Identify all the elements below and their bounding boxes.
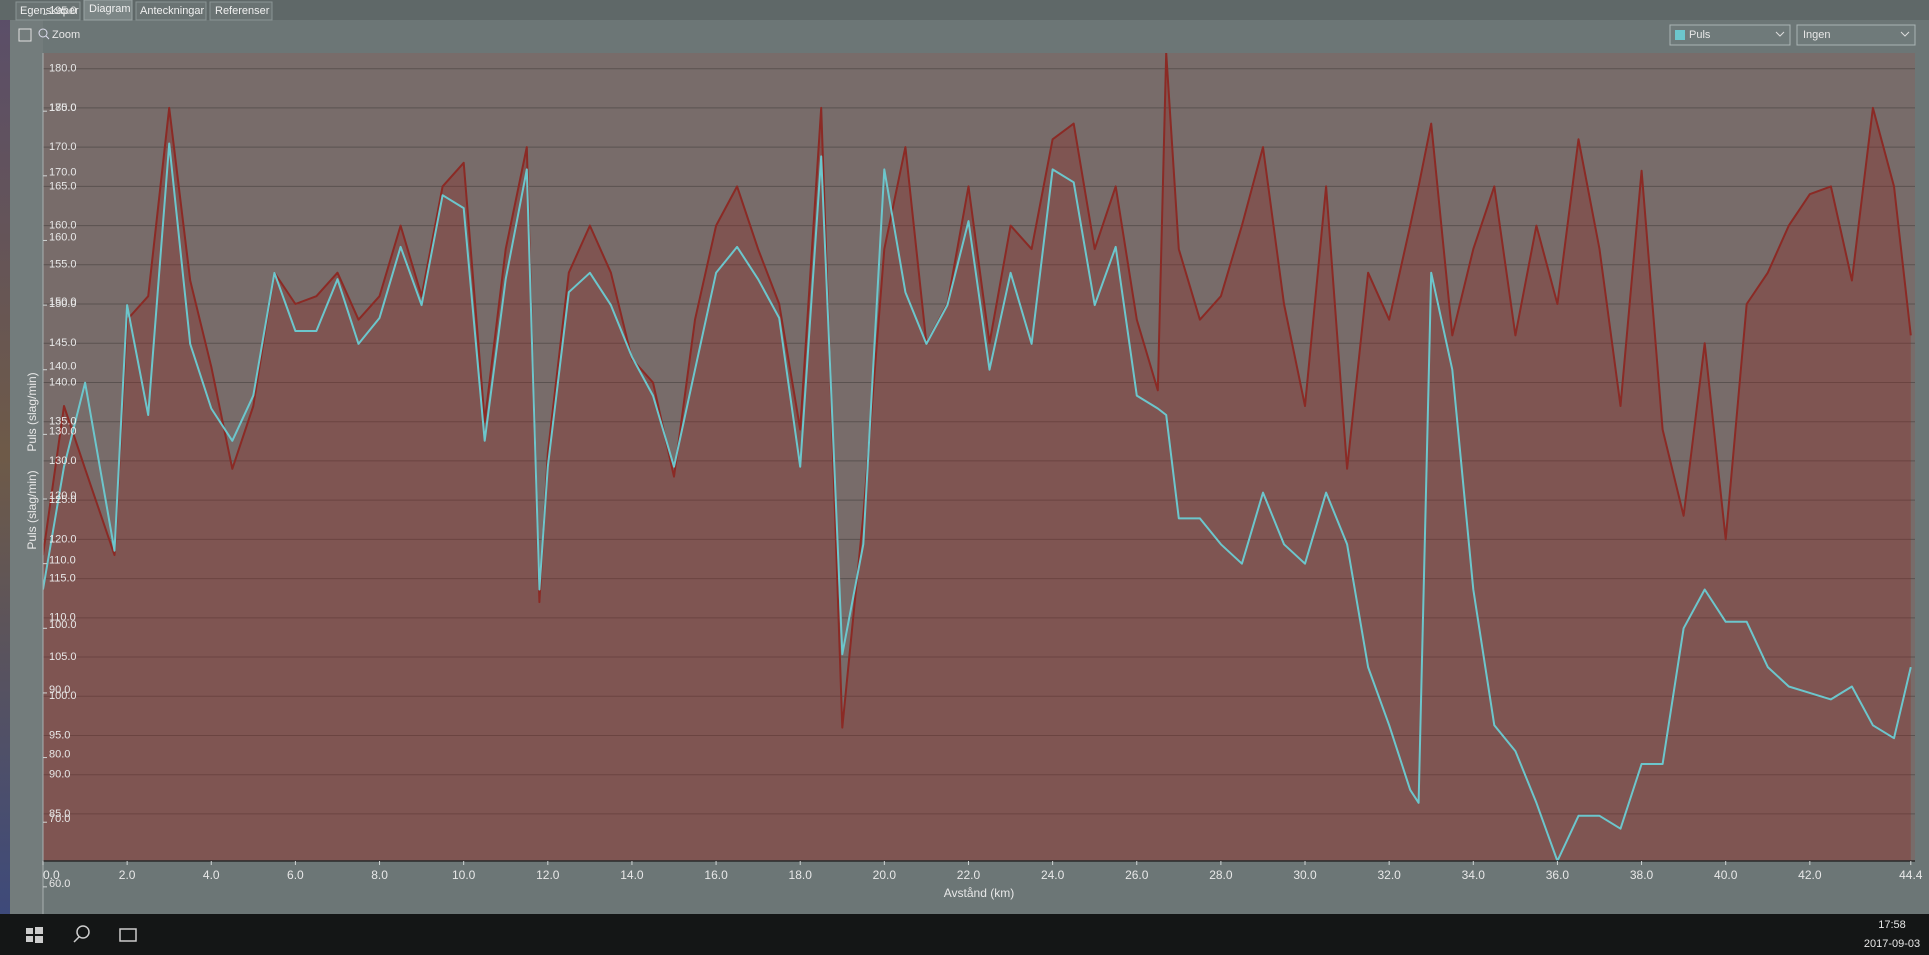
tab[interactable] — [209, 1, 273, 21]
dropdown-label[interactable]: Ingen — [1803, 29, 1831, 41]
y2-tick-label: 160.0 — [49, 231, 77, 243]
x-tick-label: 18.0 — [789, 868, 813, 882]
x-tick-label: 8.0 — [371, 868, 388, 882]
y2-tick-label: 195.0 — [49, 5, 77, 17]
search-icon[interactable] — [76, 925, 90, 939]
logo-pane — [26, 928, 33, 934]
line — [43, 53, 1912, 729]
y-tick-label: 120.0 — [49, 533, 77, 545]
x-tick-label: 14.0 — [620, 868, 644, 882]
x-tick-label: 40.0 — [1714, 868, 1738, 882]
y-tick-label: 85.0 — [49, 808, 70, 820]
x-tick-label: 44.4 — [1899, 868, 1923, 882]
y2-tick-label: 150.0 — [49, 296, 77, 308]
x-tick-label: 32.0 — [1377, 868, 1401, 882]
checkbox[interactable] — [18, 28, 32, 42]
plot-area — [43, 53, 1915, 861]
left-margin — [10, 20, 43, 914]
x-tick-label: 30.0 — [1293, 868, 1317, 882]
x-axis-label: Avstånd (km) — [944, 886, 1014, 900]
y-tick-label: 150.0 — [49, 298, 77, 310]
dropdown-label[interactable]: Puls — [1689, 29, 1711, 41]
y-tick-label: 180.0 — [49, 63, 77, 75]
x-tick-label: 34.0 — [1462, 868, 1486, 882]
y2-tick-label: 60.0 — [49, 878, 70, 890]
x-tick-label: 6.0 — [287, 868, 304, 882]
y-tick-label: 130.0 — [49, 455, 77, 467]
y2-tick-label: 100.0 — [49, 619, 77, 631]
x-tick-label: 36.0 — [1546, 868, 1570, 882]
x-tick-label: 22.0 — [957, 868, 981, 882]
zoom-icon — [38, 28, 48, 38]
x-tick-label: 10.0 — [452, 868, 476, 882]
y-tick-label: 90.0 — [49, 769, 70, 781]
tab-bar — [0, 0, 1929, 20]
logo-pane — [35, 927, 43, 934]
y-tick-label: 105.0 — [49, 651, 77, 663]
y-tick-label: 110.0 — [49, 612, 76, 624]
x-tick-label: 2.0 — [119, 868, 136, 882]
y-tick-label: 145.0 — [49, 337, 77, 349]
tab-label[interactable]: Diagram — [89, 3, 131, 15]
y2-tick-label: 70.0 — [49, 813, 70, 825]
search-icon — [73, 936, 80, 943]
y-tick-label: 125.0 — [49, 494, 77, 506]
y2-tick-label: 110.0 — [49, 555, 76, 567]
y-tick-label: 95.0 — [49, 729, 70, 741]
tab-label[interactable]: Anteckningar — [140, 5, 205, 17]
line — [43, 142, 1912, 861]
x-tick-label: 38.0 — [1630, 868, 1654, 882]
x-tick-label: 0.0 — [43, 868, 60, 882]
x-tick-label: 16.0 — [704, 868, 728, 882]
y-tick-label: 135.0 — [49, 416, 77, 428]
clock-time[interactable]: 17:58 — [1878, 919, 1906, 931]
clock-date[interactable]: 2017-09-03 — [1864, 938, 1920, 950]
x-tick-label: 4.0 — [203, 868, 220, 882]
y2-tick-label: 170.0 — [49, 167, 77, 179]
y2-tick-label: 80.0 — [49, 748, 70, 760]
y-tick-label: 165.0 — [49, 180, 77, 192]
tab-active[interactable] — [83, 0, 133, 21]
y-tick-label: 155.0 — [49, 259, 77, 271]
x-tick-label: 20.0 — [873, 868, 897, 882]
y2-tick-label: 180.0 — [49, 102, 77, 114]
x-tick-label: 28.0 — [1209, 868, 1233, 882]
y-tick-label: 160.0 — [49, 219, 77, 231]
y2-tick-label: 140.0 — [49, 361, 77, 373]
y-tick-label: 115.0 — [49, 572, 76, 584]
x-tick-label: 26.0 — [1125, 868, 1149, 882]
dropdown[interactable] — [1796, 24, 1916, 46]
logo-pane — [35, 936, 43, 943]
y-tick-label: 170.0 — [49, 141, 77, 153]
tab[interactable] — [15, 1, 81, 21]
map-strip — [0, 0, 10, 914]
task-view[interactable] — [119, 928, 137, 942]
zoom-label[interactable]: Zoom — [52, 29, 80, 41]
y-axis-label: Puls (slag/min) — [25, 372, 39, 451]
tab-label[interactable]: Egenskaper — [20, 5, 79, 17]
y-tick-label: 175.0 — [49, 102, 77, 114]
tab-label[interactable]: Referenser — [215, 5, 270, 17]
start-button[interactable] — [26, 927, 43, 943]
plot — [43, 53, 1915, 861]
dropdown[interactable] — [1669, 24, 1791, 46]
tab[interactable] — [135, 1, 207, 21]
y2-axis-label: Puls (slag/min) — [25, 470, 39, 549]
logo-pane — [26, 936, 33, 942]
y-tick-label: 140.0 — [49, 376, 77, 388]
x-tick-label: 42.0 — [1798, 868, 1822, 882]
y2-tick-label: 130.0 — [49, 425, 77, 437]
x-tick-label: 24.0 — [1041, 868, 1065, 882]
y-tick-label: 100.0 — [49, 690, 77, 702]
x-tick-label: 12.0 — [536, 868, 560, 882]
taskbar — [0, 914, 1929, 955]
y2-tick-label: 90.0 — [49, 684, 70, 696]
y2-tick-label: 120.0 — [49, 490, 77, 502]
zoom-icon — [45, 35, 50, 40]
swatch — [1675, 30, 1685, 40]
chevron — [1900, 31, 1910, 37]
chevron — [1775, 31, 1785, 37]
